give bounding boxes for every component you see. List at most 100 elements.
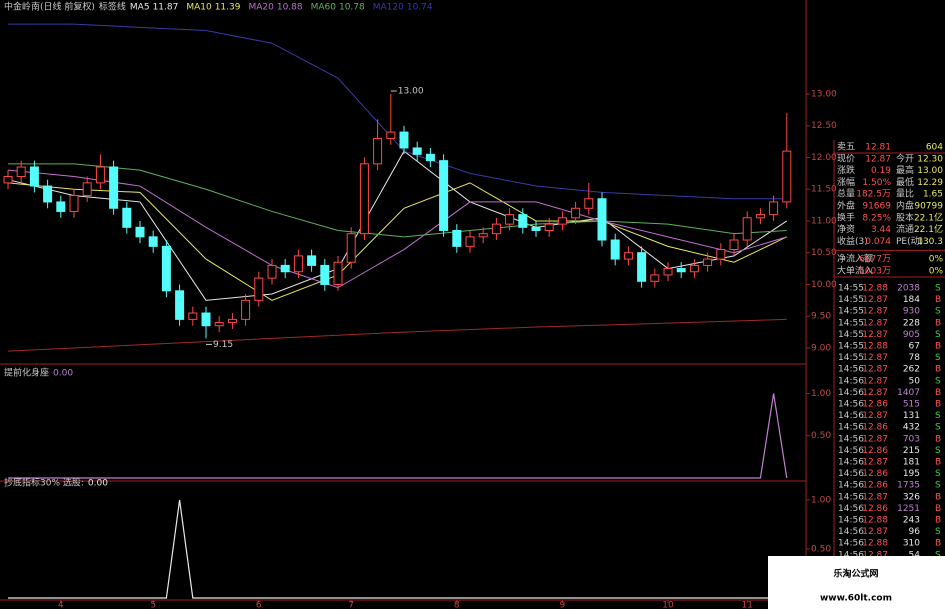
trade-side: S (935, 446, 941, 456)
trade-volume: 215 (903, 446, 920, 456)
trade-volume: 181 (903, 458, 920, 468)
quote-value: 1.65 (923, 190, 943, 200)
candle-body (425, 153, 435, 162)
trade-volume: 78 (909, 353, 921, 363)
trade-volume: 243 (903, 516, 920, 526)
trade-time: 14:56 (838, 434, 864, 444)
trade-volume: 228 (903, 318, 920, 328)
trade-side: B (935, 458, 941, 468)
trade-price: 12.87 (862, 527, 888, 537)
trade-volume: 1407 (897, 388, 920, 398)
candle-body (531, 226, 541, 231)
trade-time: 14:55 (838, 318, 864, 328)
trade-price: 12.87 (862, 388, 888, 398)
trade-time: 14:55 (838, 295, 864, 305)
quote-value: 0% (929, 255, 944, 265)
trade-side: S (935, 284, 941, 294)
y-tick-label: 1.00 (811, 389, 831, 399)
x-tick-label: 6 (256, 601, 262, 609)
legend-value: 11.87 (153, 3, 179, 13)
trade-price: 12.87 (862, 307, 888, 317)
quote-label: 涨跌 (837, 165, 855, 176)
trade-time: 14:56 (838, 539, 864, 549)
candle-body (716, 249, 726, 260)
moving-average-line (7, 182, 788, 301)
quote-label: 现价 (837, 153, 855, 164)
trade-side: B (935, 388, 941, 398)
trade-volume: 96 (909, 527, 921, 537)
trade-volume: 905 (903, 330, 920, 340)
trade-time: 14:56 (838, 469, 864, 479)
trade-time: 14:56 (838, 516, 864, 526)
candle-body (346, 233, 356, 263)
trade-time: 14:55 (838, 284, 864, 294)
trade-time: 14:56 (838, 504, 864, 514)
trade-side: B (935, 539, 941, 549)
y-tick-label: 1.00 (811, 495, 831, 505)
candle-body (373, 137, 383, 165)
trade-side: S (935, 469, 941, 479)
trade-price: 12.87 (862, 365, 888, 375)
quote-label: 总量 (837, 188, 855, 200)
legend-value: 10.74 (407, 3, 433, 13)
panel-title: 抄底指标30% 选股: (4, 477, 84, 489)
quote-value: 0% (929, 267, 944, 277)
trade-time: 14:55 (838, 353, 864, 363)
trade-volume: 703 (903, 434, 920, 444)
trade-time: 14:56 (838, 400, 864, 410)
x-tick-label: 7 (348, 601, 354, 609)
trade-volume: 195 (903, 469, 920, 479)
watermark-box (768, 556, 945, 609)
candle-body (782, 150, 792, 203)
quote-label: 量比 (896, 188, 914, 200)
candle-body (56, 201, 66, 212)
quote-label: 大单流入 (837, 265, 873, 277)
quote-value: 13.00 (917, 166, 943, 176)
quote-value: 12.87 (865, 154, 891, 164)
legend-value: 10.88 (277, 3, 303, 13)
trade-volume: 184 (903, 295, 920, 305)
candle-body (95, 166, 105, 184)
y-tick-label: 0.50 (811, 544, 831, 554)
quote-label: 股本 (896, 211, 914, 223)
quote-value: 130.3 (917, 237, 943, 247)
trade-price: 12.87 (862, 492, 888, 502)
candle-body (742, 217, 752, 241)
candle-body (676, 268, 686, 273)
trade-side: S (935, 353, 941, 363)
panel-value: 0.00 (88, 479, 108, 489)
trade-time: 14:55 (838, 307, 864, 317)
trade-volume: 67 (909, 342, 920, 352)
trade-time: 14:56 (838, 446, 864, 456)
candle-body (597, 198, 607, 241)
y-tick-label: 10.00 (811, 280, 837, 290)
candle-body (293, 255, 303, 273)
candle-body (69, 195, 79, 212)
candle-body (227, 318, 237, 324)
candle-body (610, 239, 620, 260)
candle-body (689, 264, 699, 273)
trade-price: 12.87 (862, 458, 888, 468)
trade-time: 14:56 (838, 492, 864, 502)
trade-volume: 930 (903, 307, 920, 317)
x-tick-label: 9 (560, 601, 566, 609)
quote-label: 最低 (896, 176, 914, 188)
quote-value: 12.30 (917, 154, 943, 164)
candle-body (623, 252, 633, 260)
quote-label: 收益(3) (837, 235, 868, 247)
trade-time: 14:56 (838, 411, 864, 421)
candle-body (320, 264, 330, 285)
trade-volume: 2038 (897, 284, 920, 294)
trade-side: S (935, 307, 941, 317)
trade-volume: 131 (903, 411, 920, 421)
candle-body (359, 163, 369, 235)
indicator-line (8, 393, 788, 479)
trade-side: B (935, 504, 941, 514)
trade-side: B (935, 342, 941, 352)
quote-label: 今开 (896, 152, 914, 164)
candle-body (439, 160, 449, 231)
trade-price: 12.88 (862, 284, 888, 294)
candle-body (148, 236, 158, 247)
trade-side: B (935, 365, 941, 375)
